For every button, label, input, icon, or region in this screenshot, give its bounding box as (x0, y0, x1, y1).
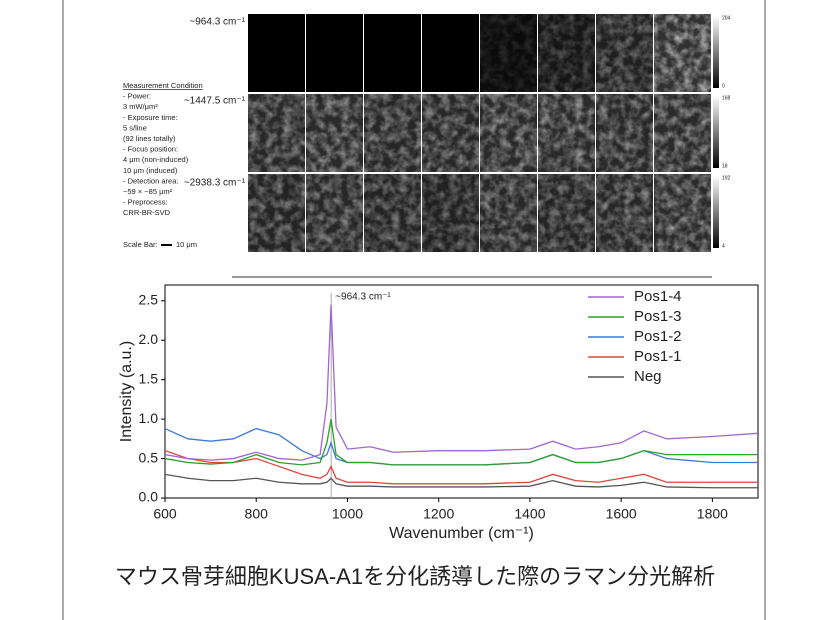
y-tick-label: 0.5 (139, 449, 159, 465)
x-tick-label: 1800 (697, 506, 728, 522)
micrograph-texture (596, 14, 653, 92)
y-tick-label: 1.5 (139, 370, 159, 386)
condition-line: Measurement Condition (123, 81, 203, 90)
legend-label: Neg (634, 368, 662, 385)
micrograph-texture (364, 94, 421, 172)
colorbar-label: 168 (722, 95, 731, 101)
micrograph-texture (364, 174, 421, 252)
colorbar-label: 18 (722, 163, 728, 169)
scale-bar-label: 10 μm (176, 240, 197, 249)
micrograph-texture (538, 94, 595, 172)
x-tick-label: 800 (245, 506, 269, 522)
plot-frame (164, 284, 759, 499)
legend-label: Pos1-2 (634, 328, 682, 345)
spectrum-line (164, 304, 759, 461)
band-label: ~1447.5 cm⁻¹ (184, 96, 246, 107)
y-tick-label: 1.0 (139, 410, 159, 426)
micrograph-texture (538, 14, 595, 92)
condition-line: 3 mW/μm² (123, 102, 158, 111)
micrograph-texture (480, 174, 537, 252)
colorbar-label: 4 (722, 243, 725, 249)
micrograph-texture (248, 174, 305, 252)
micrograph (306, 14, 363, 92)
micrograph-texture (480, 94, 537, 172)
x-tick-label: 1600 (606, 506, 637, 522)
condition-line: - Focus position: (123, 145, 178, 154)
condition-line: 5 s/line (123, 123, 147, 132)
micrograph (364, 14, 421, 92)
annotation: ~964.3 cm⁻¹ (335, 292, 391, 303)
caption: マウス骨芽細胞KUSA-A1を分化誘導した際のラマン分光解析 (115, 564, 715, 589)
spectrum-line (164, 473, 758, 489)
micrograph-texture (480, 14, 537, 92)
colorbar (713, 176, 719, 248)
colorbar-label: 204 (722, 15, 731, 21)
micrograph-texture (654, 94, 711, 172)
micrograph-texture (596, 94, 653, 172)
band-label: ~2938.3 cm⁻¹ (184, 178, 246, 189)
colorbar-label: 192 (722, 175, 731, 181)
colorbar (713, 96, 719, 168)
spectrum-line (164, 419, 758, 466)
condition-line: (92 lines totally) (123, 134, 176, 143)
legend-label: Pos1-3 (634, 308, 682, 325)
x-tick-label: 1400 (514, 506, 545, 522)
y-tick-label: 2.0 (139, 331, 159, 347)
band-label: ~964.3 cm⁻¹ (189, 17, 245, 28)
micrograph (248, 14, 305, 92)
y-tick-label: 2.5 (139, 291, 159, 307)
condition-line: 4 μm (non-induced) (123, 155, 189, 164)
y-axis-label: Intensity (a.u.) (118, 341, 135, 442)
condition-line: 10 μm (induced) (123, 166, 178, 175)
condition-line: - Detection area: (123, 176, 178, 185)
condition-line: - Exposure time: (123, 113, 178, 122)
spectrum-line (164, 450, 758, 485)
micrograph (422, 14, 479, 92)
condition-line: ~59 × ~85 μm² (123, 187, 173, 196)
colorbar-label: 0 (722, 83, 725, 89)
y-tick-label: 0.0 (139, 489, 159, 505)
legend-label: Pos1-4 (634, 288, 682, 305)
micrograph-texture (422, 174, 479, 252)
x-tick-label: 1200 (423, 506, 454, 522)
x-tick-label: 1000 (332, 506, 363, 522)
colorbar (713, 16, 719, 88)
condition-line: - Preprocess: (123, 198, 168, 207)
scale-bar-label: Scale Bar: (123, 240, 158, 249)
legend-label: Pos1-1 (634, 348, 682, 365)
condition-line: CRR-BR-SVD (123, 208, 171, 217)
micrograph-texture (248, 94, 305, 172)
micrograph-texture (306, 94, 363, 172)
x-axis-label: Wavenumber (cm⁻¹) (389, 525, 534, 542)
micrograph-texture (654, 14, 711, 92)
micrograph-texture (654, 174, 711, 252)
micrograph-texture (596, 174, 653, 252)
micrograph-texture (538, 174, 595, 252)
x-tick-label: 600 (153, 506, 177, 522)
micrograph-texture (306, 174, 363, 252)
condition-line: - Power: (123, 92, 151, 101)
micrograph-texture (422, 94, 479, 172)
